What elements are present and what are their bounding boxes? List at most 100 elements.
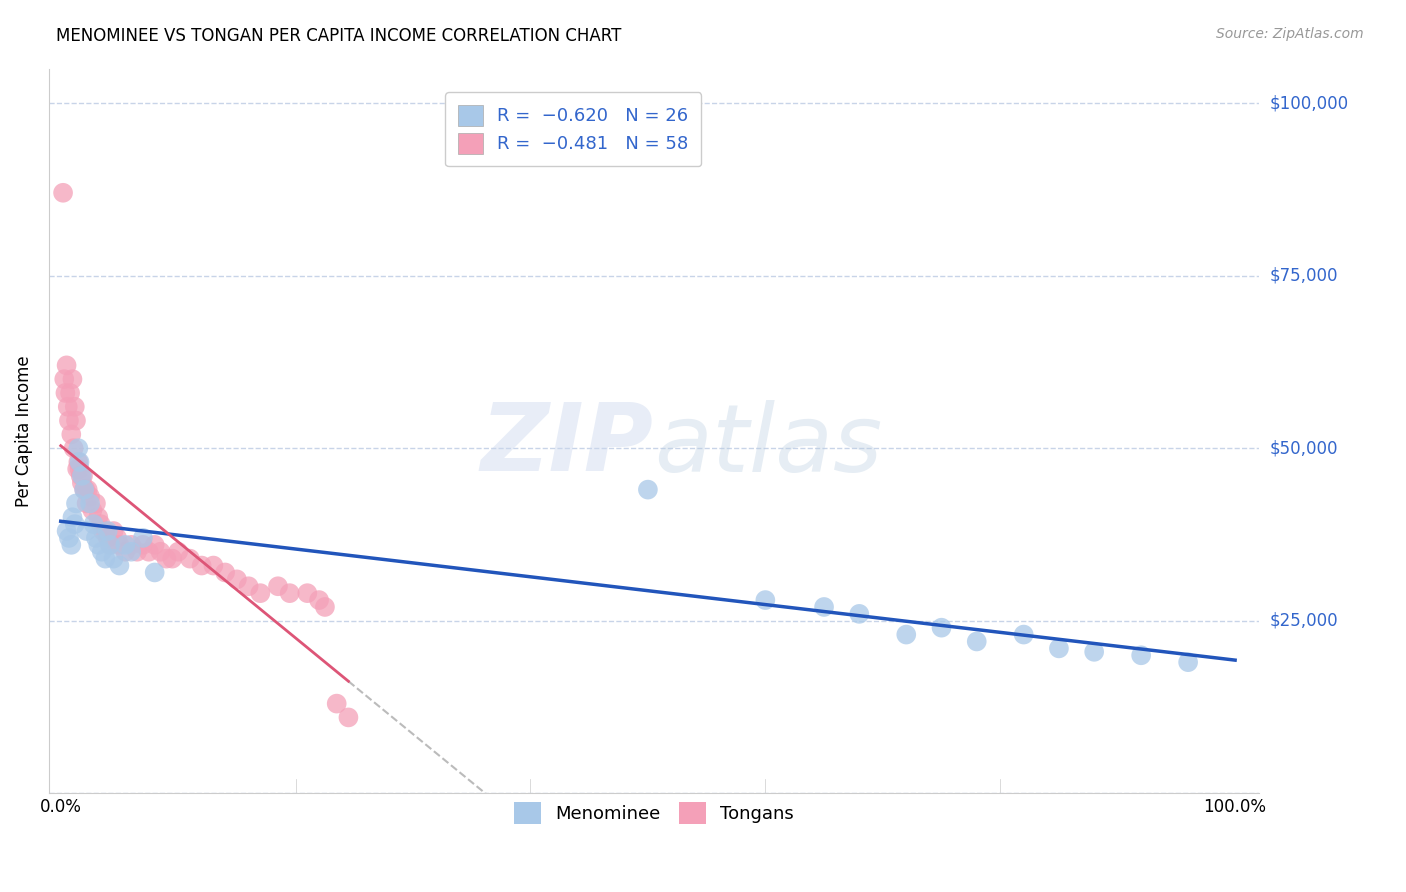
Point [249,586,271,600]
Point [98,538,121,552]
Point [754,593,776,607]
Point [66,462,89,476]
Point [813,599,835,614]
Point [58,414,80,428]
Point [214,566,236,580]
Point [67,441,90,455]
Point [76,496,98,510]
Point [70,468,93,483]
Point [97,524,120,538]
Point [103,524,125,538]
Point [1083,645,1105,659]
Point [114,538,136,552]
Point [202,558,225,573]
Point [1012,627,1035,641]
Point [59,386,82,401]
Point [97,531,120,545]
Point [84,531,107,545]
Point [896,627,918,641]
Point [238,579,260,593]
Text: $75,000: $75,000 [1270,267,1339,285]
Point [297,586,319,600]
Point [63,517,86,532]
Y-axis label: Per Capita Income: Per Capita Income [15,355,32,507]
Point [69,468,91,483]
Point [1177,655,1199,669]
Point [190,558,212,573]
Point [149,545,172,559]
Point [132,538,155,552]
Point [69,462,91,476]
Point [75,483,97,497]
Text: ZIP: ZIP [481,400,654,491]
Point [65,414,87,428]
Point [848,607,870,621]
Point [83,517,105,532]
Point [162,551,184,566]
Point [114,545,136,559]
Point [58,531,80,545]
Text: $25,000: $25,000 [1270,612,1339,630]
Point [90,545,112,559]
Text: atlas: atlas [654,400,882,491]
Text: $100,000: $100,000 [1270,94,1348,112]
Point [79,490,101,504]
Point [55,386,77,401]
Point [73,483,96,497]
Point [132,531,155,545]
Point [278,586,301,600]
Point [337,710,360,724]
Point [69,455,91,469]
Text: Source: ZipAtlas.com: Source: ZipAtlas.com [1216,27,1364,41]
Point [1047,641,1070,656]
Point [167,545,190,559]
Point [62,372,84,386]
Point [53,372,76,386]
Point [314,599,336,614]
Point [143,566,166,580]
Point [94,551,117,566]
Point [103,551,125,566]
Point [308,593,330,607]
Point [1130,648,1153,663]
Point [62,441,84,455]
Point [966,634,988,648]
Point [55,524,77,538]
Point [267,579,290,593]
Point [79,496,101,510]
Point [105,531,128,545]
Point [225,572,247,586]
Text: MENOMINEE VS TONGAN PER CAPITA INCOME CORRELATION CHART: MENOMINEE VS TONGAN PER CAPITA INCOME CO… [56,27,621,45]
Point [120,545,142,559]
Point [120,538,142,552]
Point [98,538,121,552]
Point [70,475,93,490]
Point [72,468,94,483]
Point [143,538,166,552]
Point [55,359,77,373]
Point [60,538,83,552]
Point [87,510,110,524]
Point [155,551,177,566]
Point [931,621,953,635]
Point [84,496,107,510]
Point [125,545,148,559]
Point [73,483,96,497]
Point [65,496,87,510]
Point [62,510,84,524]
Point [56,400,79,414]
Point [52,186,75,200]
Point [82,503,104,517]
Point [76,483,98,497]
Point [60,427,83,442]
Point [94,524,117,538]
Point [108,558,131,573]
Point [91,524,114,538]
Point [108,538,131,552]
Point [90,517,112,532]
Point [67,455,90,469]
Point [325,697,347,711]
Legend: Menominee, Tongans: Menominee, Tongans [503,791,804,835]
Point [637,483,659,497]
Point [87,538,110,552]
